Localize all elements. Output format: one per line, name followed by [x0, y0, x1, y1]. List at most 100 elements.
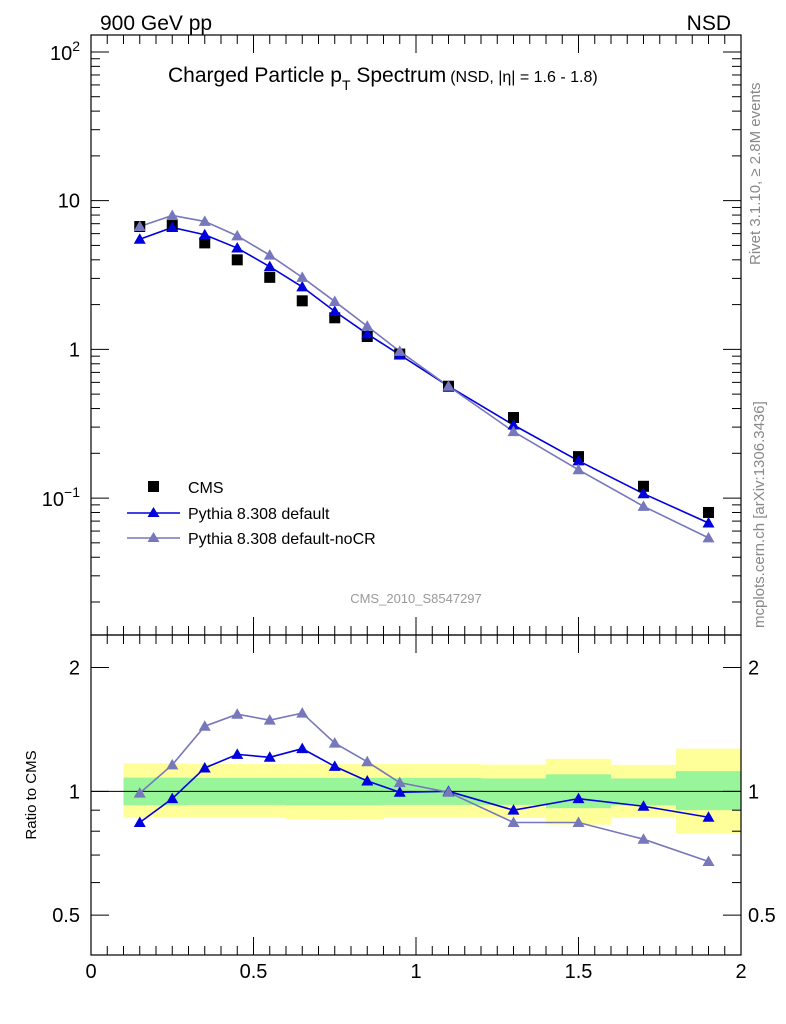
main-point-pythia-default: [361, 327, 374, 339]
main-point-cms: [329, 312, 341, 324]
ratio-point-pythia-default: [702, 811, 715, 822]
ratio-point-pythia-default: [393, 786, 406, 797]
header-left-label: 900 GeV pp: [100, 12, 212, 35]
ratio-y-tick-label-left: 0.5: [52, 905, 80, 927]
main-point-pythia-default: [572, 454, 585, 466]
ratio-point-pythia-default: [361, 774, 374, 786]
main-point-pythia-nocr: [198, 215, 211, 226]
ratio-point-pythia-nocr: [198, 720, 211, 731]
main-series-markers: [133, 209, 715, 543]
ratio-line-pythia-nocr: [139, 712, 709, 863]
main-point-pythia-default: [133, 233, 146, 244]
main-axis-ticks: [90, 35, 742, 635]
legend-marker-pythia-default: [147, 507, 160, 517]
main-point-cms: [264, 271, 276, 283]
main-point-cms: [296, 295, 308, 307]
main-point-pythia-nocr: [442, 380, 455, 391]
ratio-point-pythia-nocr: [361, 755, 374, 767]
ratio-point-pythia-nocr: [572, 816, 585, 827]
header-right-label: NSD: [687, 12, 731, 35]
legend-marker-pythia-nocr: [147, 532, 160, 542]
main-point-pythia-default: [328, 305, 341, 316]
main-point-pythia-nocr: [263, 249, 276, 260]
ratio-point-pythia-nocr: [166, 758, 179, 770]
legend-label-pythia-nocr: Pythia 8.308 default-noCR: [188, 531, 376, 548]
main-y-tick-label: 10−1: [42, 484, 80, 511]
x-tick-label: 1: [410, 961, 421, 983]
main-y-tick-label: 10: [58, 191, 80, 213]
main-point-cms: [199, 237, 211, 249]
x-tick-label: 2: [735, 961, 746, 983]
main-point-pythia-default: [637, 487, 650, 499]
main-point-cms: [508, 412, 519, 424]
ratio-point-pythia-nocr: [231, 708, 244, 719]
ratio-y-tick-label-right: 0.5: [748, 905, 776, 927]
main-point-cms: [703, 506, 714, 518]
plot-title: Charged Particle pT Spectrum (NSD, |η| = …: [168, 64, 598, 93]
ratio-point-pythia-default: [507, 804, 520, 815]
main-point-cms: [638, 480, 649, 492]
ratio-y-tick-label-left: 2: [69, 658, 80, 680]
ratio-point-pythia-nocr: [263, 714, 276, 725]
ratio-point-pythia-default: [637, 800, 650, 811]
ratio-point-pythia-nocr: [442, 786, 455, 797]
ratio-point-pythia-default: [263, 751, 276, 762]
legend-marker-cms: [148, 481, 159, 492]
main-point-pythia-nocr: [328, 295, 341, 306]
ratio-point-pythia-default: [166, 792, 179, 804]
ratio-point-pythia-default: [198, 761, 211, 773]
main-point-pythia-nocr: [231, 229, 244, 241]
analysis-watermark: CMS_2010_S8547297: [350, 591, 482, 606]
mcplots-label: mcplots.cern.ch [arXiv:1306.3436]: [751, 401, 768, 628]
main-point-pythia-default: [296, 280, 309, 292]
ratio-y-axis-label: Ratio to CMS: [23, 750, 40, 839]
main-point-cms: [231, 254, 243, 266]
main-point-pythia-nocr: [393, 345, 406, 356]
main-point-pythia-default: [198, 228, 211, 240]
ratio-point-pythia-nocr: [393, 776, 406, 788]
ratio-y-tick-label-left: 1: [69, 781, 80, 803]
main-point-pythia-default: [263, 260, 276, 272]
ratio-point-pythia-default: [328, 760, 341, 771]
ratio-y-tick-label-right: 1: [748, 781, 759, 803]
main-series-lines: [139, 214, 709, 539]
x-tick-label: 1.5: [565, 961, 593, 983]
ratio-band-inner: [676, 771, 741, 811]
main-point-pythia-nocr: [572, 463, 585, 475]
ratio-y-tick-label-right: 2: [748, 658, 759, 680]
ratio-point-pythia-default: [296, 742, 309, 754]
x-tick-labels: 0 0.5 1 1.5 2: [85, 961, 746, 983]
x-tick-label: 0.5: [240, 961, 268, 983]
ratio-point-pythia-nocr: [133, 787, 146, 798]
ratio-point-pythia-nocr: [296, 707, 309, 718]
ratio-y-tick-labels: 0.5 0.5 1 1 2 2: [52, 658, 776, 928]
main-point-pythia-nocr: [637, 500, 650, 511]
main-y-tick-label: 1: [69, 339, 80, 361]
legend-label-cms: CMS: [188, 480, 224, 497]
main-y-tick-labels: 102 10 1 10−1: [42, 38, 80, 511]
ratio-point-pythia-nocr: [702, 855, 715, 867]
ratio-axis-ticks: [90, 635, 742, 956]
legend-label-pythia-default: Pythia 8.308 default: [188, 506, 330, 523]
main-point-pythia-default: [166, 221, 179, 232]
main-line-pythia-default: [139, 226, 709, 524]
x-tick-label: 0: [85, 961, 96, 983]
ratio-series-lines: [139, 712, 709, 863]
main-point-pythia-nocr: [133, 220, 146, 232]
main-point-pythia-default: [507, 418, 520, 430]
ratio-point-pythia-default: [231, 748, 244, 759]
ratio-point-pythia-nocr: [507, 816, 520, 827]
main-y-tick-label: 102: [50, 38, 80, 65]
main-point-pythia-default: [702, 516, 715, 528]
main-point-pythia-nocr: [296, 271, 309, 282]
legend: CMS Pythia 8.308 default Pythia 8.308 de…: [127, 480, 376, 548]
ratio-point-pythia-nocr: [637, 833, 650, 844]
main-point-pythia-nocr: [361, 320, 374, 331]
rivet-version-label: Rivet 3.1.10, ≥ 2.8M events: [747, 83, 764, 266]
main-point-pythia-nocr: [702, 531, 715, 543]
main-point-pythia-nocr: [166, 209, 179, 220]
main-point-pythia-nocr: [507, 425, 520, 437]
ratio-line-pythia-default: [139, 747, 709, 824]
ratio-point-pythia-default: [133, 816, 146, 827]
